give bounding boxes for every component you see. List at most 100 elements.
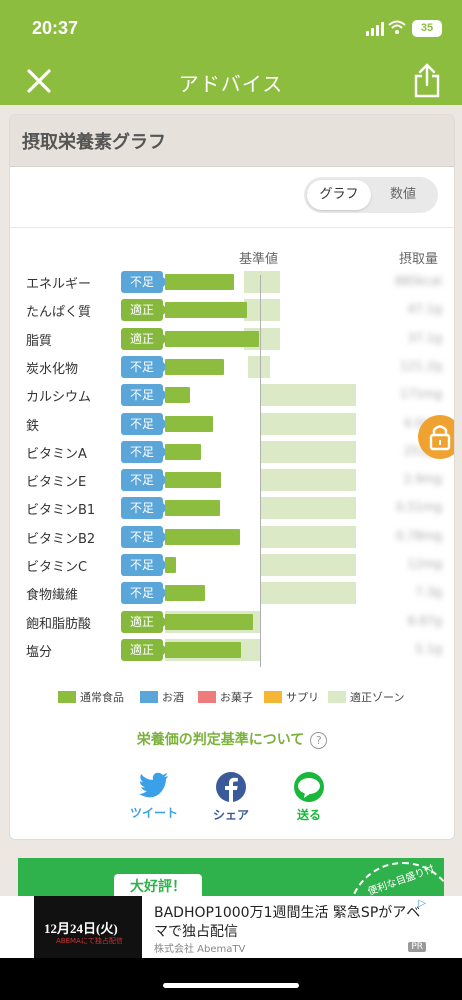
intake-bar xyxy=(165,472,221,488)
adequate-zone xyxy=(260,554,356,576)
pr-badge: PR xyxy=(408,942,426,952)
reference-line xyxy=(260,275,261,667)
status-badge: 不足 xyxy=(121,356,168,378)
nutrient-name: ビタミンE xyxy=(26,475,87,490)
intake-bar xyxy=(165,416,213,432)
intake-bar xyxy=(165,557,176,573)
intake-amount: 121.2g xyxy=(400,359,442,373)
intake-bar xyxy=(165,585,205,601)
status-badge: 不足 xyxy=(121,413,168,435)
home-indicator xyxy=(163,983,299,988)
help-icon[interactable]: ? xyxy=(310,732,328,749)
adequate-zone xyxy=(260,441,356,463)
status-badge: 適正 xyxy=(121,299,168,321)
toggle-graph[interactable]: グラフ xyxy=(307,180,371,210)
lock-icon xyxy=(429,425,451,451)
nutrient-name: たんぱく質 xyxy=(26,305,92,320)
nutrition-graph-card: 摂取栄養素グラフ グラフ 数値 基準値 摂取量 エネルギー 不足 885kcal たん… xyxy=(9,114,455,840)
intake-bar xyxy=(165,359,224,375)
ad-headline[interactable]: BADHOP1000万1週間生活 緊急SPがアベマで独占配信 xyxy=(154,905,421,940)
close-icon[interactable] xyxy=(24,66,54,96)
status-badge: 不足 xyxy=(121,384,168,406)
legend-swatch xyxy=(328,691,346,703)
nutrient-name: カルシウム xyxy=(26,390,92,405)
home-indicator-bar xyxy=(0,958,462,1000)
twitter-icon xyxy=(139,772,168,798)
status-badge: 不足 xyxy=(121,497,168,519)
legend: 通常食品 お酒 お菓子 サプリ 適正ゾーン xyxy=(10,689,454,705)
status-badge: 適正 xyxy=(121,611,168,633)
card-title: 摂取栄養素グラフ xyxy=(22,132,166,153)
intake-amount: 885kcal xyxy=(394,274,442,288)
adequate-zone xyxy=(260,582,356,604)
intake-header: 摂取量 xyxy=(398,252,438,267)
ad-thumbnail-sub: ABEMAにて独占配信 xyxy=(56,937,123,945)
intake-amount: 37.1g xyxy=(407,331,442,345)
adchoices-icon[interactable]: ▷ xyxy=(418,898,426,909)
intake-amount: 47.1g xyxy=(407,302,442,316)
status-badge: 不足 xyxy=(121,582,168,604)
line-icon xyxy=(294,772,324,802)
status-badge: 適正 xyxy=(121,328,168,350)
share-icon[interactable] xyxy=(412,62,442,98)
view-toggle: グラフ 数値 xyxy=(304,177,438,213)
nutrient-name: ビタミンA xyxy=(26,447,87,462)
nutrient-name: ビタミンC xyxy=(26,560,88,575)
facebook-share-button[interactable]: シェア xyxy=(201,771,261,823)
legend-swatch xyxy=(198,691,216,703)
status-badge: 不足 xyxy=(121,271,168,293)
legend-alcohol: お酒 xyxy=(140,689,184,705)
legend-regular: 通常食品 xyxy=(58,689,124,705)
intake-bar xyxy=(165,331,259,347)
status-bar: 20:37 35 xyxy=(0,0,462,58)
ad-thumbnail-title: 12月24日(火) xyxy=(44,921,118,936)
status-badge: 不足 xyxy=(121,526,168,548)
page-title: アドバイス xyxy=(178,72,284,96)
legend-swatch xyxy=(58,691,76,703)
intake-amount: 8.87g xyxy=(407,614,442,628)
tweet-button[interactable]: ツイート xyxy=(124,771,184,821)
intake-bar xyxy=(165,274,234,290)
cellular-signal-icon xyxy=(366,22,384,36)
nutrient-name: 食物繊維 xyxy=(26,588,79,603)
lock-button[interactable] xyxy=(418,415,454,459)
card-header: 摂取栄養素グラフ xyxy=(10,115,454,167)
legend-swatch xyxy=(140,691,158,703)
nutrient-name: 脂質 xyxy=(26,334,53,349)
nav-bar: アドバイス xyxy=(0,58,462,105)
ad-thumbnail[interactable] xyxy=(34,896,142,958)
intake-bar xyxy=(165,529,240,545)
status-badge: 不足 xyxy=(121,554,168,576)
facebook-icon xyxy=(216,772,246,802)
intake-amount: 171mg xyxy=(399,387,442,401)
legend-zone: 適正ゾーン xyxy=(328,689,404,705)
reference-header: 基準値 xyxy=(239,252,279,267)
nutrient-name: エネルギー xyxy=(26,277,92,292)
adequate-zone xyxy=(260,469,356,491)
divider xyxy=(10,227,454,228)
status-badge: 不足 xyxy=(121,469,168,491)
intake-bar xyxy=(165,302,247,318)
intake-bar xyxy=(165,444,201,460)
legend-supplement: サプリ xyxy=(264,689,319,705)
intake-amount: 5.1g xyxy=(415,642,442,656)
ad-banner[interactable]: 12月24日(火) ABEMAにて独占配信 BADHOP1000万1週間生活 緊… xyxy=(0,896,462,958)
intake-bar xyxy=(165,387,190,403)
nutrient-name: ビタミンB2 xyxy=(26,532,96,547)
adequate-zone xyxy=(248,356,270,378)
battery-icon: 35 xyxy=(412,20,442,37)
adequate-zone xyxy=(260,497,356,519)
adequate-zone xyxy=(260,384,356,406)
nutrient-name: 鉄 xyxy=(26,419,40,434)
toggle-values[interactable]: 数値 xyxy=(389,187,416,202)
status-badge: 適正 xyxy=(121,639,168,661)
nutrient-name: ビタミンB1 xyxy=(26,503,96,518)
intake-bar xyxy=(165,614,253,630)
intake-amount: 12mg xyxy=(407,557,442,571)
promo-banner[interactable]: 大好評！ 便利な目盛り付き xyxy=(18,858,444,900)
line-send-button[interactable]: 送る xyxy=(279,771,339,823)
intake-amount: 0.78mg xyxy=(395,529,442,543)
intake-amount: 7.3g xyxy=(415,585,442,599)
intake-amount: 2.9mg xyxy=(403,472,442,486)
criteria-link[interactable]: 栄養価の判定基準について? xyxy=(10,729,454,749)
